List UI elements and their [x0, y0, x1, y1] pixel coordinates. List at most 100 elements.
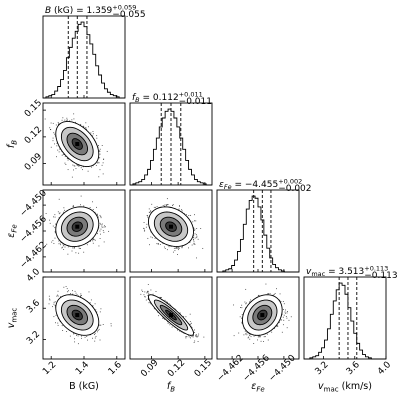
sample-point — [75, 292, 77, 294]
sample-point — [87, 170, 89, 172]
sample-point — [60, 296, 61, 298]
sample-point — [55, 124, 57, 126]
sample-point — [92, 131, 94, 132]
sample-point — [85, 122, 87, 124]
sample-point — [190, 214, 192, 216]
sample-point — [97, 214, 98, 216]
sample-point — [99, 222, 101, 224]
sample-point — [53, 301, 55, 303]
sample-point — [72, 293, 74, 295]
sample-point — [196, 234, 197, 236]
sample-point — [73, 169, 74, 171]
sample-point — [189, 241, 191, 243]
sample-point — [59, 148, 61, 150]
sample-point — [57, 121, 59, 123]
sample-point — [78, 252, 80, 254]
sample-point — [89, 207, 91, 208]
sample-point — [98, 328, 100, 330]
sample-point — [96, 135, 98, 137]
sample-point — [96, 331, 98, 333]
sample-point — [177, 254, 178, 256]
sample-point — [71, 176, 73, 178]
sample-point — [142, 227, 144, 229]
sample-point — [162, 205, 164, 206]
sample-point — [148, 211, 150, 213]
sample-point — [103, 225, 105, 227]
sample-point — [178, 208, 180, 210]
sample-point — [63, 244, 65, 246]
sample-point — [63, 249, 65, 250]
sample-point — [92, 238, 93, 240]
sample-point — [55, 314, 57, 316]
sample-point — [100, 217, 102, 219]
sample-point — [97, 161, 99, 163]
sample-point — [96, 311, 98, 313]
sample-point — [176, 248, 178, 249]
sample-point — [172, 205, 173, 207]
sample-point — [67, 159, 69, 161]
sample-point — [54, 301, 56, 303]
sample-point — [92, 209, 94, 210]
sample-point — [54, 135, 56, 137]
sample-point — [74, 341, 76, 343]
sample-point — [56, 142, 58, 144]
sample-point — [72, 247, 74, 249]
y-tick-label-eFe: −4.450 — [18, 188, 49, 219]
panel-frame — [42, 15, 126, 99]
sample-point — [63, 286, 65, 288]
sample-point — [76, 334, 78, 336]
hist-panel-B: B (kG) = 1.359+0.059−0.055 — [42, 4, 146, 99]
sample-point — [193, 237, 194, 238]
sample-point — [97, 162, 99, 164]
peak-marker — [75, 224, 80, 229]
sample-point — [53, 303, 55, 305]
sample-point — [63, 207, 65, 209]
sample-point — [146, 223, 148, 225]
sample-point — [102, 173, 104, 175]
sample-point — [175, 247, 177, 249]
sample-point — [98, 162, 100, 164]
sample-point — [105, 226, 106, 228]
sample-point — [87, 126, 89, 128]
sample-point — [52, 240, 54, 242]
sample-point — [197, 238, 199, 240]
sample-point — [54, 214, 56, 216]
sample-point — [80, 195, 82, 197]
sample-point — [99, 311, 101, 313]
sample-point — [149, 211, 151, 213]
sample-point — [166, 249, 168, 251]
sample-point — [53, 316, 55, 318]
panel-frame — [129, 102, 213, 186]
sample-point — [101, 225, 103, 227]
sample-point — [108, 230, 110, 232]
sample-point — [106, 150, 108, 152]
sample-point — [68, 290, 69, 292]
sample-point — [102, 158, 104, 160]
sample-point — [82, 166, 84, 168]
sample-point — [73, 118, 75, 120]
sample-point — [149, 244, 150, 246]
sample-point — [101, 145, 103, 146]
sample-point — [143, 228, 145, 230]
sample-point — [67, 169, 69, 171]
sample-point — [181, 246, 183, 248]
sample-point — [54, 231, 56, 233]
sample-point — [177, 249, 179, 251]
title-B: B (kG) = 1.359+0.059 — [45, 4, 136, 17]
sample-point — [92, 238, 94, 240]
sample-point — [53, 243, 55, 244]
sample-point — [100, 308, 102, 310]
sample-point — [94, 334, 95, 335]
sample-point — [95, 164, 97, 166]
sample-point — [71, 250, 73, 252]
sample-point — [103, 231, 105, 233]
sample-point — [72, 206, 74, 208]
sample-point — [62, 330, 64, 331]
sample-point — [196, 237, 198, 239]
sample-point — [66, 158, 68, 160]
sample-point — [57, 149, 59, 151]
sample-point — [193, 241, 195, 243]
sample-point — [110, 325, 112, 327]
